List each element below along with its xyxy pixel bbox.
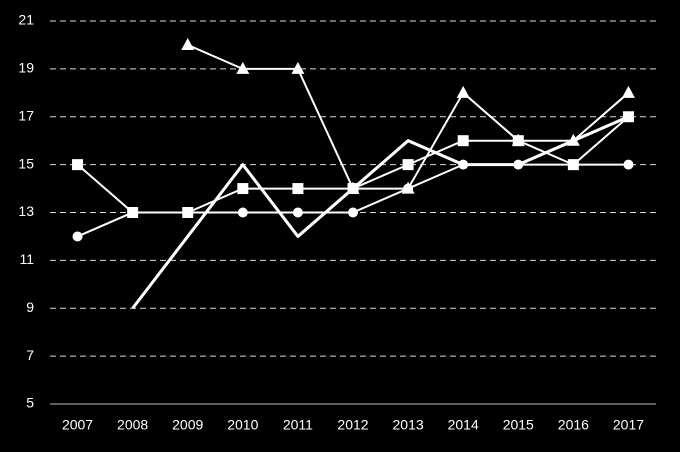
marker xyxy=(457,135,469,147)
marker xyxy=(346,181,360,194)
x-tick-label: 2011 xyxy=(283,417,313,433)
marker xyxy=(348,207,358,218)
x-tick-label: 2016 xyxy=(558,417,589,433)
marker xyxy=(291,61,305,74)
y-tick-label: 13 xyxy=(18,203,34,219)
y-tick-label: 9 xyxy=(26,299,34,315)
marker xyxy=(292,207,303,218)
x-tick-label: 2009 xyxy=(172,417,203,433)
x-tick-label: 2007 xyxy=(62,417,93,433)
series-line xyxy=(131,115,630,310)
marker xyxy=(513,159,524,170)
marker xyxy=(237,207,248,218)
marker xyxy=(511,133,525,146)
marker xyxy=(402,159,414,171)
marker xyxy=(622,111,634,123)
y-tick-label: 15 xyxy=(18,155,34,171)
marker xyxy=(292,183,304,195)
x-tick-label: 2012 xyxy=(337,417,368,433)
x-tick-label: 2008 xyxy=(117,417,148,433)
marker xyxy=(621,85,635,98)
y-tick-label: 17 xyxy=(18,107,34,123)
marker xyxy=(236,61,250,74)
y-tick-label: 11 xyxy=(19,251,34,267)
marker xyxy=(567,159,579,171)
marker xyxy=(623,159,634,170)
marker xyxy=(72,231,83,242)
marker xyxy=(182,207,194,218)
marker xyxy=(72,159,84,171)
marker xyxy=(127,207,139,218)
series-line xyxy=(77,163,629,238)
marker xyxy=(566,133,580,146)
y-tick-label: 7 xyxy=(26,347,34,363)
marker xyxy=(456,85,470,98)
marker xyxy=(401,181,415,194)
marker xyxy=(237,183,249,195)
x-tick-label: 2010 xyxy=(227,417,258,433)
y-tick-label: 5 xyxy=(26,395,34,411)
marker xyxy=(458,159,469,170)
x-tick-label: 2017 xyxy=(613,417,644,433)
x-tick-label: 2015 xyxy=(503,417,534,433)
y-tick-label: 19 xyxy=(18,60,34,76)
y-tick-label: 21 xyxy=(18,12,34,28)
marker xyxy=(181,37,195,50)
x-tick-label: 2013 xyxy=(393,417,424,433)
x-tick-label: 2014 xyxy=(448,417,479,433)
